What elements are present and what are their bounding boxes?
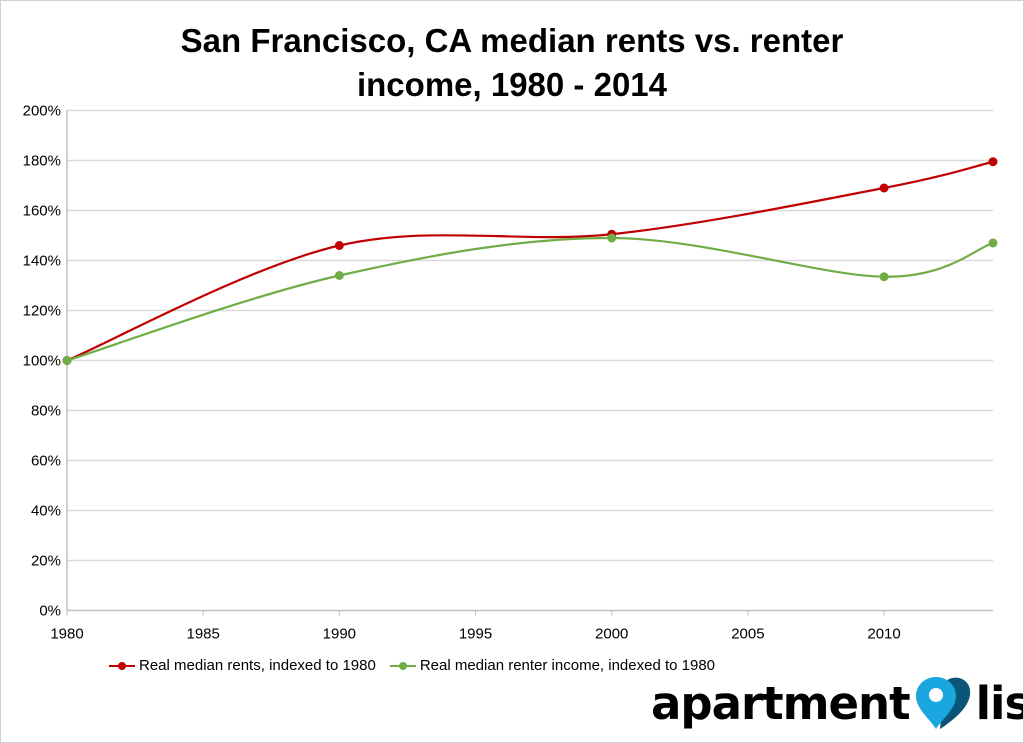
y-tick-label: 140% — [23, 253, 61, 270]
legend-item-rents: Real median rents, indexed to 1980 — [109, 657, 376, 674]
legend-label-income: Real median renter income, indexed to 19… — [419, 657, 716, 674]
y-tick-label: 60% — [31, 453, 61, 470]
x-tick-label: 1980 — [50, 626, 83, 643]
series-line-1 — [66, 236, 994, 362]
data-point-1 — [988, 238, 998, 248]
y-tick-label: 180% — [23, 153, 61, 170]
x-tick-label: 1985 — [186, 626, 219, 643]
legend-label-rents: Real median rents, indexed to 1980 — [139, 657, 376, 674]
y-tick-label: 200% — [23, 103, 61, 120]
x-tick-label: 2000 — [595, 626, 628, 643]
x-tick-label: 1995 — [459, 626, 492, 643]
title-line-2: income, 1980 - 2014 — [356, 66, 668, 103]
data-point-1 — [607, 233, 617, 243]
x-tick-label: 2010 — [867, 626, 900, 643]
legend-item-income: Real median renter income, indexed to 19… — [389, 657, 716, 674]
title-line-1: San Francisco, CA median rents vs. rente… — [180, 22, 844, 59]
logo-text-apartment: apartment — [651, 676, 911, 730]
legend-marker-rents — [109, 661, 135, 671]
data-point-0 — [988, 157, 998, 167]
chart-title: San Francisco, CA median rents vs. rente… — [1, 19, 1023, 107]
legend: Real median rents, indexed to 1980 Real … — [109, 657, 715, 674]
data-point-0 — [879, 183, 889, 193]
x-tick-label: 2005 — [731, 626, 764, 643]
y-tick-label: 100% — [23, 353, 61, 370]
y-tick-label: 0% — [39, 603, 61, 620]
data-point-1 — [334, 271, 344, 280]
x-tick-label: 1990 — [323, 626, 356, 643]
y-tick-label: 40% — [31, 503, 61, 520]
y-tick-label: 120% — [23, 303, 61, 320]
data-point-1 — [62, 356, 72, 365]
y-tick-label: 20% — [31, 553, 61, 570]
apartment-list-logo: apartment list — [651, 675, 1023, 731]
legend-marker-income — [389, 661, 416, 671]
data-point-1 — [879, 272, 889, 282]
y-tick-label: 160% — [23, 203, 61, 220]
y-tick-label: 80% — [31, 403, 61, 420]
data-point-0 — [334, 241, 344, 250]
map-pin-heart-icon — [915, 677, 970, 729]
logo-text-list: list — [975, 676, 1023, 730]
